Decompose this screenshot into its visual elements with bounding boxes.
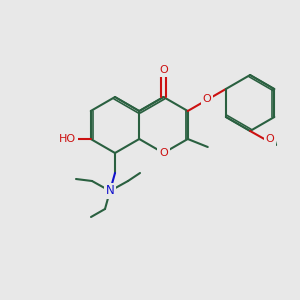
Text: O: O (159, 65, 168, 75)
Text: HO: HO (59, 134, 76, 144)
Text: O: O (202, 94, 211, 104)
Text: N: N (106, 184, 114, 197)
Text: O: O (159, 148, 168, 158)
Text: O: O (266, 134, 274, 144)
